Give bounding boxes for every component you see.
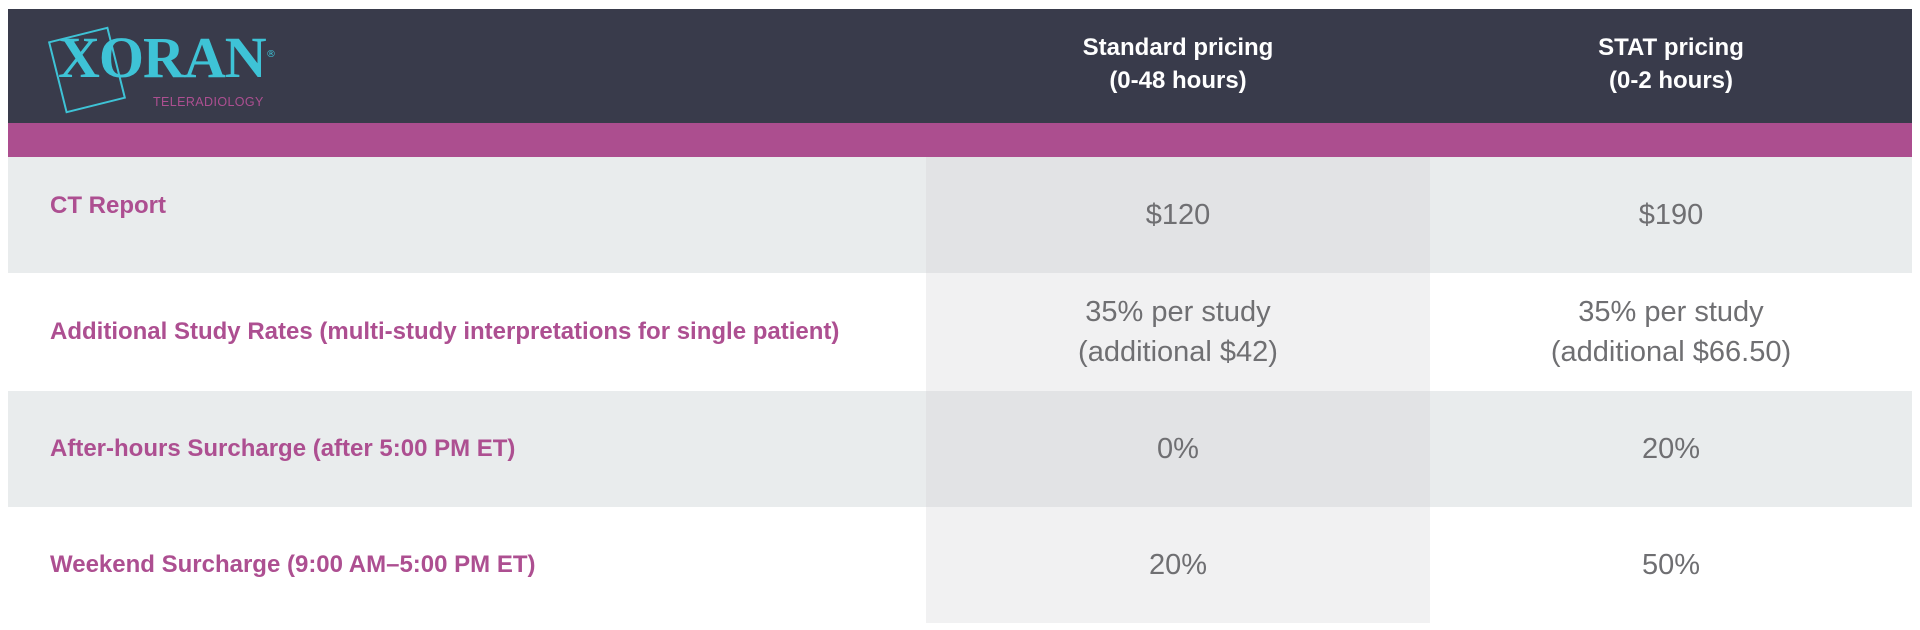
standard-price-cell: $120 <box>926 157 1430 273</box>
logo-tagline: TELERADIOLOGY <box>153 95 264 109</box>
stat-price-cell: 35% per study (additional $66.50) <box>1430 273 1912 391</box>
column-header-standard: Standard pricing (0-48 hours) <box>926 31 1430 97</box>
logo-wordmark: XORAN <box>58 25 267 90</box>
row-label: After-hours Surcharge (after 5:00 PM ET) <box>8 391 926 507</box>
standard-price-note: (additional $42) <box>1078 336 1278 368</box>
table-row: Additional Study Rates (multi-study inte… <box>8 273 1912 391</box>
row-label: CT Report <box>8 157 926 273</box>
standard-price-cell: 20% <box>926 507 1430 623</box>
accent-divider <box>8 123 1912 157</box>
pricing-table: XORAN ® TELERADIOLOGY Standard pricing (… <box>8 9 1912 623</box>
stat-price-note: (additional $66.50) <box>1550 336 1792 368</box>
registered-mark: ® <box>266 49 276 60</box>
xoran-logo: XORAN ® TELERADIOLOGY <box>47 25 288 117</box>
standard-price-cell: 0% <box>926 391 1430 507</box>
stat-price-cell: 20% <box>1430 391 1912 507</box>
column-header-standard-title: Standard pricing <box>1082 34 1274 61</box>
stat-price-cell: 50% <box>1430 507 1912 623</box>
standard-price-cell: 35% per study (additional $42) <box>926 273 1430 391</box>
table-header: XORAN ® TELERADIOLOGY Standard pricing (… <box>8 9 1912 123</box>
table-row: Weekend Surcharge (9:00 AM–5:00 PM ET) 2… <box>8 507 1912 623</box>
table-row: After-hours Surcharge (after 5:00 PM ET)… <box>8 391 1912 507</box>
row-label: Weekend Surcharge (9:00 AM–5:00 PM ET) <box>8 507 926 623</box>
column-header-standard-window: (0-48 hours) <box>1109 67 1247 94</box>
column-header-stat-title: STAT pricing <box>1598 34 1744 61</box>
table-row: CT Report $120 $190 <box>8 157 1912 273</box>
stat-price-line: 35% per study <box>1578 296 1764 328</box>
standard-price-line: 35% per study <box>1085 296 1271 328</box>
row-label: Additional Study Rates (multi-study inte… <box>8 273 926 391</box>
column-header-stat-window: (0-2 hours) <box>1608 67 1733 94</box>
column-header-stat: STAT pricing (0-2 hours) <box>1430 31 1912 97</box>
stat-price-cell: $190 <box>1430 157 1912 273</box>
